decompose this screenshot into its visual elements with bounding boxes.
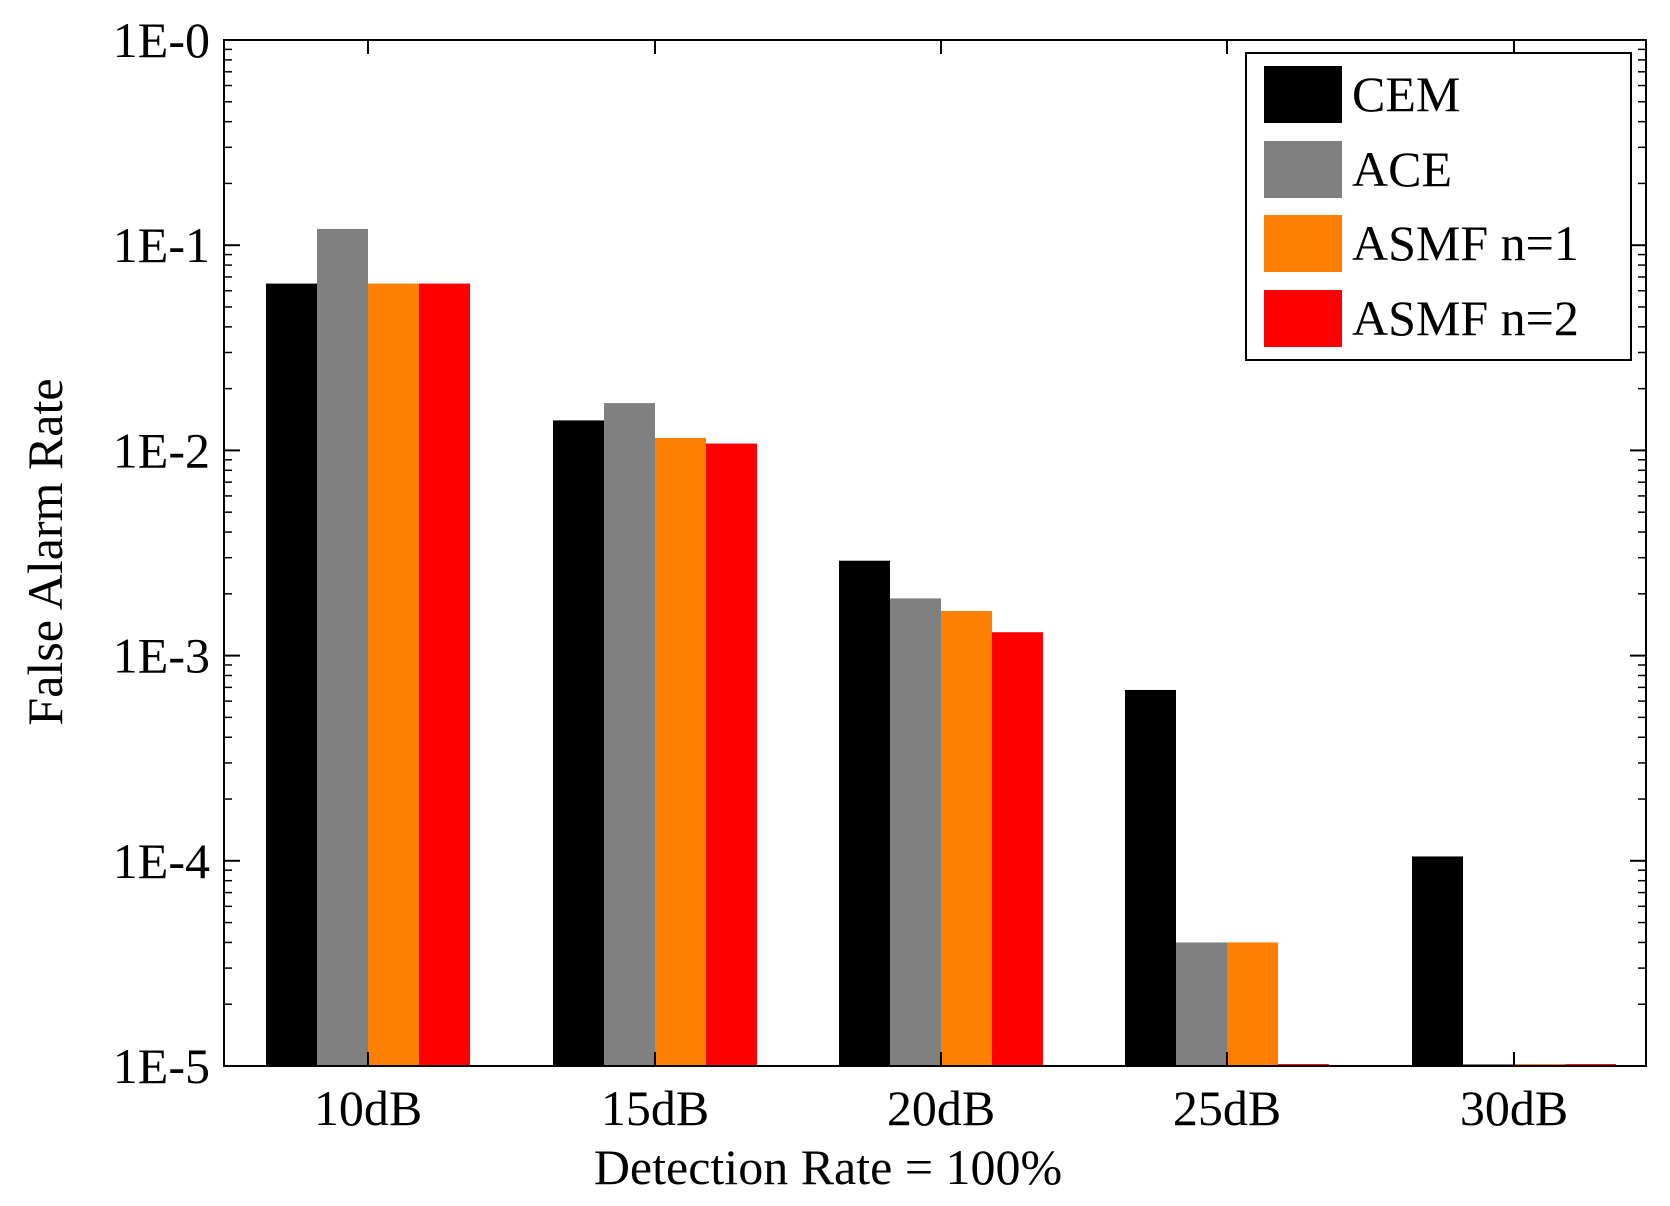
x-tick-label-20db: 20dB bbox=[887, 1080, 995, 1136]
x-tick-label-10db: 10dB bbox=[314, 1080, 422, 1136]
legend-swatch-cem bbox=[1264, 66, 1342, 123]
bar-cem-10db bbox=[266, 283, 317, 1066]
legend-label-ace: ACE bbox=[1352, 141, 1452, 197]
x-tick-label-30db: 30dB bbox=[1460, 1080, 1568, 1136]
legend-items: CEM ACE ASMF n=1 ASMF n=2 bbox=[1264, 66, 1579, 347]
bar-ace-20db bbox=[890, 598, 941, 1066]
plot-frame bbox=[223, 39, 1647, 1067]
bar-asmf-n-1-15db bbox=[655, 437, 706, 1066]
y-tick-label: 1E-3 bbox=[113, 628, 210, 684]
y-tick-label: 1E-0 bbox=[113, 12, 210, 68]
x-tick-label-25db: 25dB bbox=[1173, 1080, 1281, 1136]
legend-swatch-asmf-n-1 bbox=[1264, 215, 1342, 272]
legend-label-asmf-n-2: ASMF n=2 bbox=[1352, 290, 1579, 346]
bars-layer bbox=[266, 228, 1616, 1066]
bar-asmf-n-1-25db bbox=[1227, 942, 1278, 1066]
bar-cem-20db bbox=[839, 560, 890, 1066]
y-tick-label: 1E-2 bbox=[113, 422, 210, 478]
bar-ace-25db bbox=[1176, 942, 1227, 1066]
bar-asmf-n-2-10db bbox=[419, 283, 470, 1066]
bar-cem-30db bbox=[1412, 856, 1463, 1066]
bar-asmf-n-2-15db bbox=[706, 443, 757, 1066]
legend-swatch-asmf-n-2 bbox=[1264, 290, 1342, 347]
axes-layer bbox=[223, 39, 1647, 1067]
legend-swatch-ace bbox=[1264, 141, 1342, 198]
legend-label-asmf-n-1: ASMF n=1 bbox=[1352, 215, 1579, 271]
legend: CEM ACE ASMF n=1 ASMF n=2 bbox=[1245, 52, 1632, 361]
bar-asmf-n-2-20db bbox=[992, 632, 1043, 1066]
y-tick-label: 1E-4 bbox=[113, 833, 210, 889]
labels-layer: 1E-0 1E-1 1E-2 1E-3 1E-4 1E-5 10dB 15dB 20dB 25dB… bbox=[113, 12, 1568, 1136]
x-axis-title: Detection Rate = 100% bbox=[594, 1139, 1062, 1195]
y-axis-title: False Alarm Rate bbox=[17, 378, 73, 725]
bar-cem-25db bbox=[1125, 689, 1176, 1066]
bar-asmf-n-1-10db bbox=[368, 283, 419, 1066]
x-tick-label-15db: 15dB bbox=[601, 1080, 709, 1136]
bar-asmf-n-1-20db bbox=[941, 610, 992, 1066]
bar-ace-15db bbox=[604, 403, 655, 1066]
legend-label-cem: CEM bbox=[1352, 66, 1460, 122]
y-tick-label: 1E-5 bbox=[113, 1038, 210, 1094]
bar-cem-15db bbox=[553, 420, 604, 1066]
bar-ace-10db bbox=[317, 228, 368, 1066]
y-tick-label: 1E-1 bbox=[113, 217, 210, 273]
